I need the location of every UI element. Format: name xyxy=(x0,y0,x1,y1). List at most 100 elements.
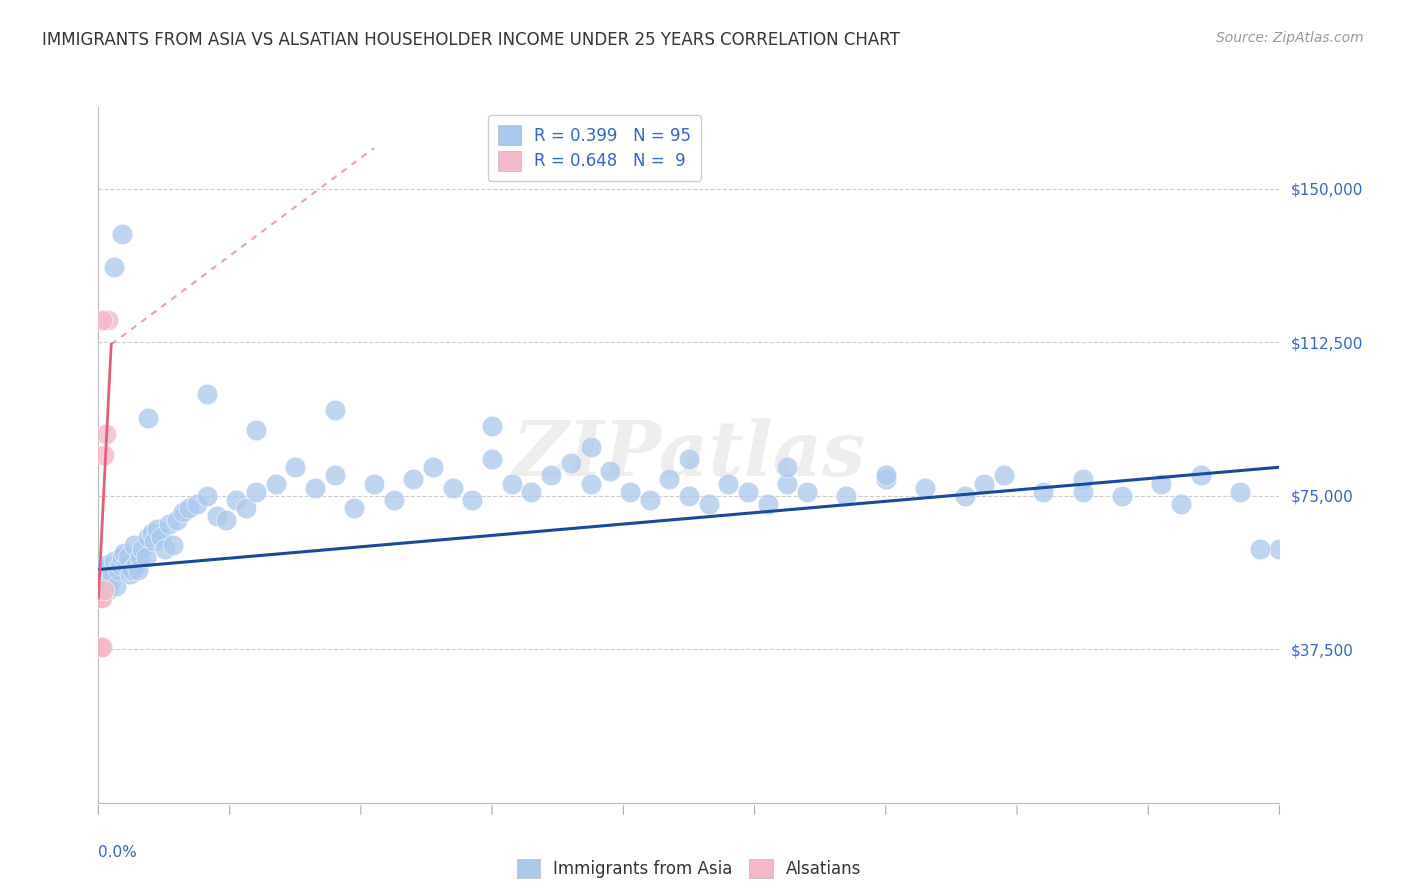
Point xyxy=(91,571,114,585)
Point xyxy=(195,386,218,401)
Point xyxy=(737,484,759,499)
Point xyxy=(264,476,287,491)
Point xyxy=(776,460,799,475)
Point xyxy=(697,497,720,511)
Point xyxy=(111,227,134,241)
Legend: Immigrants from Asia, Alsatians: Immigrants from Asia, Alsatians xyxy=(510,853,868,885)
Point xyxy=(382,492,405,507)
Text: Source: ZipAtlas.com: Source: ZipAtlas.com xyxy=(1216,31,1364,45)
Point xyxy=(177,501,200,516)
Point xyxy=(323,403,346,417)
Point xyxy=(1071,484,1094,499)
Point xyxy=(993,468,1015,483)
Point xyxy=(136,411,159,425)
Point xyxy=(103,260,125,274)
Point xyxy=(107,562,129,576)
Point xyxy=(205,509,228,524)
Point xyxy=(914,481,936,495)
Point xyxy=(131,542,153,557)
Point xyxy=(599,464,621,478)
Point xyxy=(89,591,111,606)
Text: 0.0%: 0.0% xyxy=(98,845,138,860)
Point xyxy=(284,460,307,475)
Point xyxy=(97,313,120,327)
Point xyxy=(1229,484,1251,499)
Point xyxy=(245,484,267,499)
Point xyxy=(579,440,602,454)
Point xyxy=(422,460,444,475)
Point xyxy=(91,591,114,606)
Point xyxy=(117,550,139,565)
Point xyxy=(97,582,120,597)
Point xyxy=(128,550,150,565)
Point xyxy=(658,473,681,487)
Point xyxy=(118,566,141,581)
Point xyxy=(323,468,346,483)
Point xyxy=(101,566,124,581)
Point xyxy=(540,468,562,483)
Point xyxy=(756,497,779,511)
Point xyxy=(135,550,157,565)
Point xyxy=(678,452,700,467)
Point xyxy=(560,456,582,470)
Point xyxy=(678,489,700,503)
Point xyxy=(141,525,163,540)
Point xyxy=(796,484,818,499)
Point xyxy=(1071,473,1094,487)
Point xyxy=(1111,489,1133,503)
Point xyxy=(98,574,121,589)
Point xyxy=(127,562,149,576)
Point xyxy=(142,533,165,548)
Point xyxy=(105,579,128,593)
Point xyxy=(91,640,114,655)
Point xyxy=(157,517,180,532)
Point xyxy=(96,558,118,573)
Point xyxy=(93,582,115,597)
Point xyxy=(776,476,799,491)
Point xyxy=(343,501,366,516)
Point xyxy=(225,492,247,507)
Point xyxy=(136,530,159,544)
Point xyxy=(122,538,145,552)
Point xyxy=(875,468,897,483)
Point xyxy=(125,558,148,573)
Point xyxy=(953,489,976,503)
Point xyxy=(166,513,188,527)
Text: ZIPatlas: ZIPatlas xyxy=(512,418,866,491)
Point xyxy=(875,473,897,487)
Point xyxy=(1249,542,1271,557)
Point xyxy=(155,542,177,557)
Point xyxy=(186,497,208,511)
Point xyxy=(520,484,543,499)
Point xyxy=(441,481,464,495)
Text: IMMIGRANTS FROM ASIA VS ALSATIAN HOUSEHOLDER INCOME UNDER 25 YEARS CORRELATION C: IMMIGRANTS FROM ASIA VS ALSATIAN HOUSEHO… xyxy=(42,31,900,49)
Point xyxy=(91,313,114,327)
Point xyxy=(579,476,602,491)
Point xyxy=(245,423,267,437)
Point xyxy=(146,522,169,536)
Point xyxy=(304,481,326,495)
Point xyxy=(835,489,858,503)
Point xyxy=(1268,542,1291,557)
Point xyxy=(93,562,115,576)
Point xyxy=(973,476,995,491)
Point xyxy=(363,476,385,491)
Point xyxy=(108,558,131,573)
Point xyxy=(112,546,135,560)
Point xyxy=(1150,476,1173,491)
Point xyxy=(1170,497,1192,511)
Point xyxy=(103,554,125,568)
Point xyxy=(115,558,138,573)
Point xyxy=(638,492,661,507)
Point xyxy=(121,562,143,576)
Point xyxy=(501,476,523,491)
Point xyxy=(461,492,484,507)
Point xyxy=(235,501,257,516)
Point xyxy=(96,427,118,442)
Point xyxy=(215,513,238,527)
Point xyxy=(619,484,641,499)
Point xyxy=(195,489,218,503)
Point xyxy=(111,550,134,565)
Point xyxy=(1032,484,1054,499)
Point xyxy=(150,530,173,544)
